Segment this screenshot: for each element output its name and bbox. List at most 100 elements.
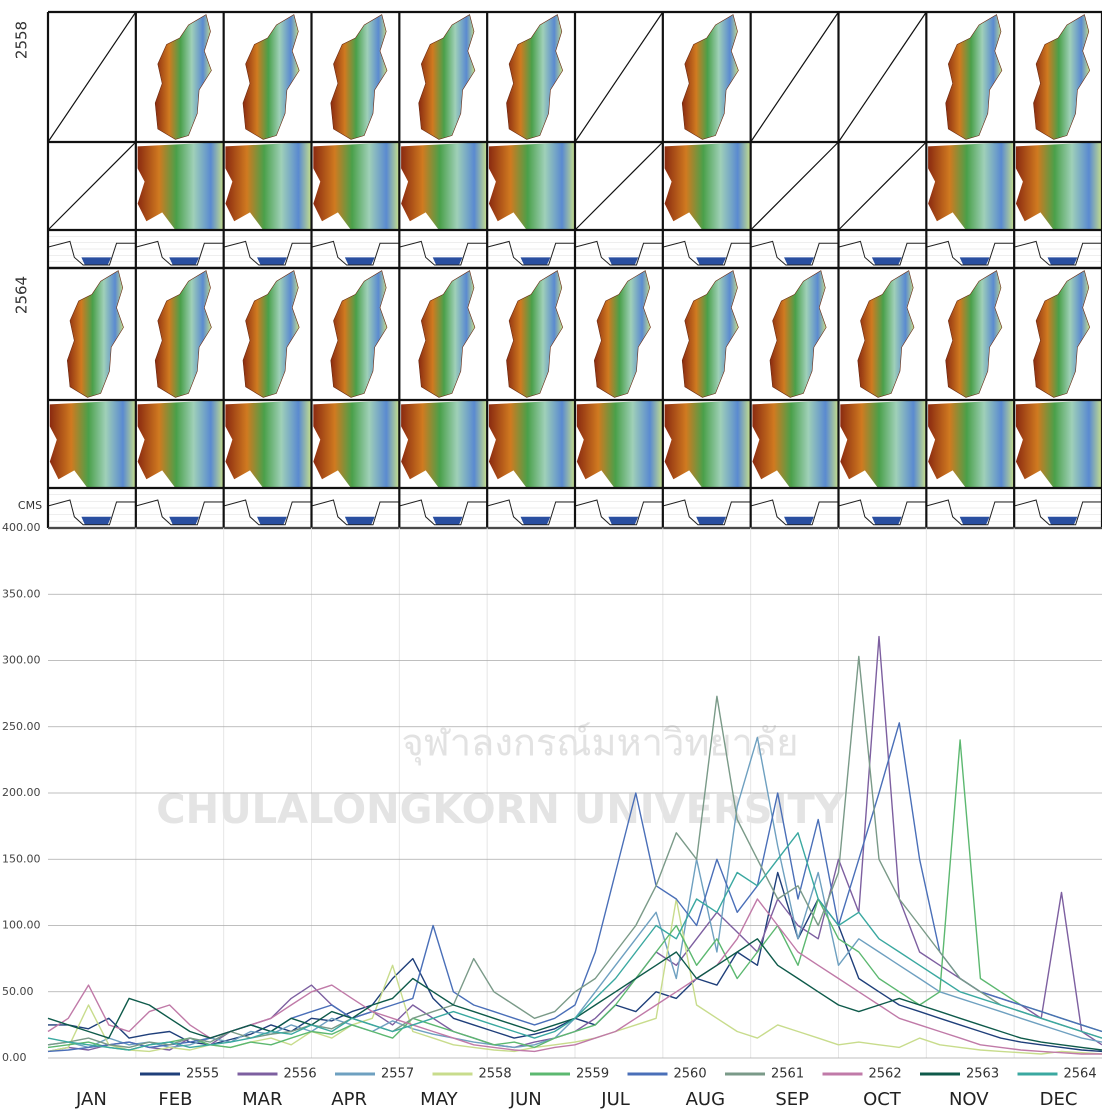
y-tick-label: 250.00 xyxy=(2,720,41,733)
x-tick-label: JUN xyxy=(509,1089,542,1110)
legend-label: 2560 xyxy=(674,1067,707,1082)
y-tick-label: 200.00 xyxy=(2,786,41,799)
section-profile xyxy=(311,240,400,266)
map-thumbnail xyxy=(242,14,300,140)
map-zoom xyxy=(488,400,575,488)
legend-label: 2561 xyxy=(771,1067,804,1082)
y-tick-label: 100.00 xyxy=(2,919,41,932)
map-thumbnail xyxy=(769,270,827,398)
map-thumbnail xyxy=(154,14,212,140)
section-water xyxy=(169,257,200,265)
section-water xyxy=(784,257,814,265)
section-water xyxy=(432,516,463,525)
empty-diagonal xyxy=(47,11,137,143)
map-zoom xyxy=(225,142,312,230)
series-line xyxy=(47,832,1102,1051)
map-zoom xyxy=(313,400,400,488)
y-tick-label: 300.00 xyxy=(2,654,41,667)
section-profile xyxy=(662,240,751,266)
map-zoom xyxy=(401,142,488,230)
map-zoom xyxy=(664,142,751,230)
section-water xyxy=(169,516,200,525)
y-tick-label: 50.00 xyxy=(2,985,34,998)
empty-diagonal xyxy=(838,141,927,231)
empty-diagonal xyxy=(750,11,839,143)
panel-label: 2564 xyxy=(13,276,31,314)
section-water xyxy=(344,257,375,265)
map-zoom xyxy=(49,400,136,488)
legend-label: 2559 xyxy=(576,1067,609,1082)
section-water xyxy=(81,257,112,265)
section-water xyxy=(871,516,902,525)
watermark: CHULALONGKORN UNIVERSITY xyxy=(156,787,844,833)
watermark: จุฬาลงกรณ์มหาวิทยาลัย xyxy=(401,721,798,766)
empty-diagonal xyxy=(750,141,839,231)
map-thumbnail xyxy=(506,270,564,398)
section-profile xyxy=(838,499,927,526)
section-profile xyxy=(47,499,136,526)
x-tick-label: MAY xyxy=(420,1089,458,1110)
map-zoom xyxy=(137,142,224,230)
section-profile xyxy=(926,240,1015,266)
x-tick-label: OCT xyxy=(863,1089,902,1110)
section-water xyxy=(608,516,639,525)
y-tick-label: 0.00 xyxy=(2,1051,27,1064)
map-zoom xyxy=(488,142,575,230)
empty-diagonal xyxy=(838,11,927,143)
map-thumbnail xyxy=(857,270,915,398)
section-water xyxy=(696,516,727,525)
y-tick-label: 150.00 xyxy=(2,852,41,865)
section-water xyxy=(432,257,463,265)
y-tick-label: 350.00 xyxy=(2,587,41,600)
x-tick-label: MAR xyxy=(242,1089,282,1110)
map-thumbnail xyxy=(242,270,300,398)
map-zoom xyxy=(137,400,224,488)
x-tick-label: DEC xyxy=(1040,1089,1078,1110)
x-tick-label: NOV xyxy=(949,1089,989,1110)
x-tick-label: JAN xyxy=(75,1089,107,1110)
x-tick-label: AUG xyxy=(686,1089,725,1110)
section-profile xyxy=(750,240,839,266)
map-zoom xyxy=(752,400,839,488)
map-zoom xyxy=(225,400,312,488)
section-profile xyxy=(838,240,927,266)
map-zoom xyxy=(928,142,1015,230)
map-thumbnail xyxy=(66,270,124,398)
x-tick-label: SEP xyxy=(775,1089,809,1110)
empty-diagonal xyxy=(574,11,664,143)
section-water xyxy=(1047,516,1078,525)
map-zoom xyxy=(664,400,751,488)
empty-diagonal xyxy=(47,141,137,231)
section-water xyxy=(81,516,112,525)
section-profile xyxy=(574,240,663,266)
section-water xyxy=(959,257,990,265)
legend-label: 2562 xyxy=(869,1067,902,1082)
section-profile xyxy=(487,240,575,266)
section-profile xyxy=(1014,240,1102,266)
map-thumbnail xyxy=(681,270,739,398)
section-profile xyxy=(1014,499,1102,526)
legend-label: 2558 xyxy=(479,1067,512,1082)
legend-label: 2564 xyxy=(1064,1067,1097,1082)
map-thumbnail xyxy=(418,270,476,398)
x-tick-label: JUL xyxy=(600,1089,630,1110)
map-thumbnail xyxy=(506,14,564,140)
section-profile xyxy=(662,499,751,526)
unit-label: CMS xyxy=(18,499,42,512)
legend-label: 2555 xyxy=(186,1067,219,1082)
map-thumbnail xyxy=(330,270,388,398)
y-tick-label: 400.00 xyxy=(2,521,41,534)
section-water xyxy=(257,516,287,525)
x-tick-label: FEB xyxy=(158,1089,192,1110)
map-thumbnail xyxy=(1033,14,1091,140)
map-thumbnail xyxy=(154,270,212,398)
map-thumbnail xyxy=(681,14,739,140)
section-profile xyxy=(750,499,839,526)
map-thumbnail xyxy=(330,14,388,140)
section-profile xyxy=(574,499,663,526)
map-panels xyxy=(46,10,1102,530)
section-profile xyxy=(135,240,224,266)
section-water xyxy=(959,516,990,525)
map-zoom xyxy=(928,400,1015,488)
